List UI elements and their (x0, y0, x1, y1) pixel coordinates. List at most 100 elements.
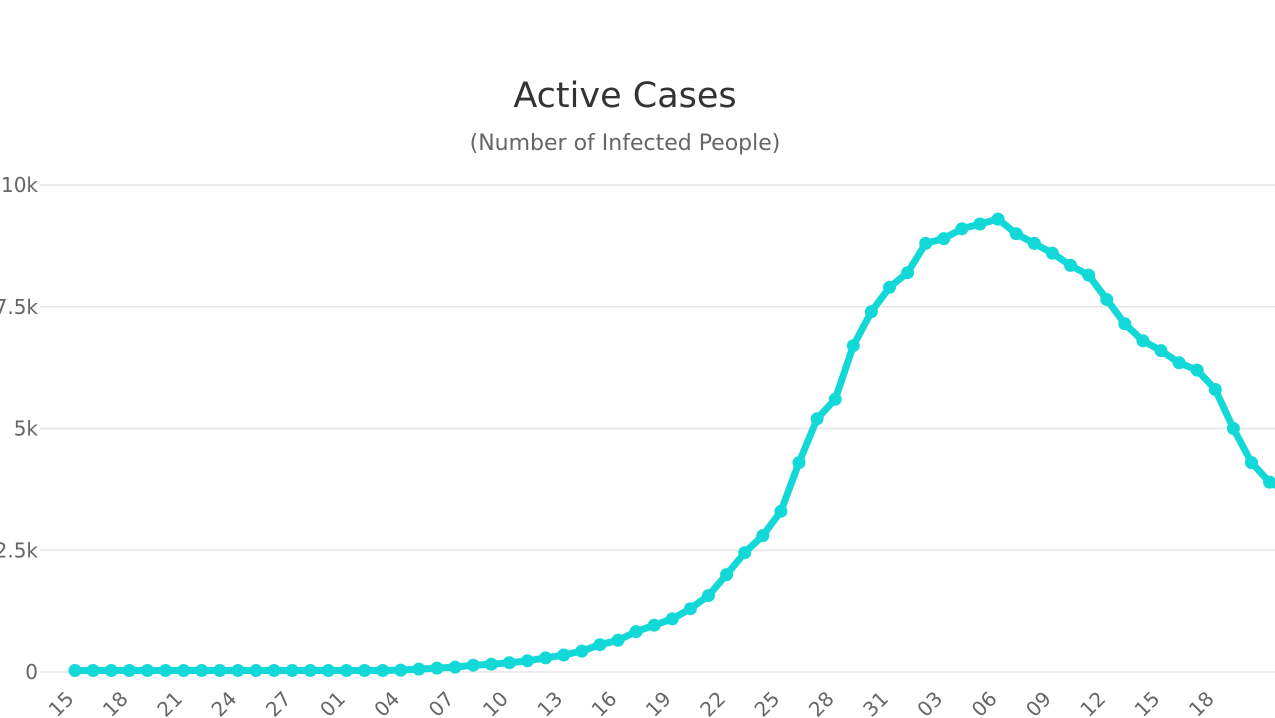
x-tick-label: 16 (587, 687, 622, 718)
y-tick-label: 0 (25, 660, 38, 684)
data-point[interactable] (1064, 258, 1077, 272)
data-point[interactable] (195, 664, 209, 677)
data-point[interactable] (1154, 344, 1168, 358)
data-point[interactable] (340, 664, 353, 677)
x-tick-label: 28 (804, 687, 839, 718)
data-point[interactable] (539, 651, 553, 665)
data-point[interactable] (466, 658, 480, 672)
data-point[interactable] (321, 664, 335, 677)
x-tick-label: 09 (1021, 687, 1056, 718)
data-point[interactable] (1263, 475, 1275, 489)
data-point[interactable] (448, 660, 462, 674)
x-tick-label: 22 (695, 687, 730, 718)
data-point[interactable] (611, 633, 625, 647)
data-point[interactable] (665, 612, 679, 626)
data-point[interactable] (828, 392, 842, 406)
x-tick-label: 25 (749, 687, 784, 718)
data-point[interactable] (1208, 383, 1222, 396)
data-point[interactable] (629, 625, 643, 639)
data-point[interactable] (249, 664, 263, 677)
data-point[interactable] (1136, 334, 1150, 348)
y-tick-label: 7.5k (0, 295, 38, 319)
grid-lines (40, 184, 1275, 673)
chart-subtitle: (Number of Infected People) (469, 131, 781, 156)
data-point[interactable] (756, 529, 770, 543)
data-point[interactable] (991, 212, 1005, 226)
data-point[interactable] (68, 664, 82, 677)
data-point[interactable] (122, 664, 136, 677)
data-point[interactable] (557, 648, 571, 662)
data-point[interactable] (883, 280, 896, 294)
y-tick-label: 10k (1, 173, 38, 197)
x-tick-label: 15 (44, 687, 79, 718)
data-point[interactable] (647, 618, 661, 632)
data-point[interactable] (593, 638, 607, 652)
data-point[interactable] (702, 589, 715, 602)
x-tick-label: 15 (1130, 687, 1165, 718)
data-point[interactable] (1045, 246, 1059, 260)
chart-title: Active Cases (513, 76, 737, 116)
x-tick-label: 18 (98, 687, 133, 718)
data-point[interactable] (376, 664, 390, 677)
data-point[interactable] (973, 217, 987, 231)
data-point[interactable] (1190, 363, 1204, 377)
series-line (71, 215, 1275, 674)
y-axis-ticks: 0 2.5k 5k 7.5k 10k (0, 173, 38, 684)
data-point[interactable] (303, 664, 317, 677)
data-point[interactable] (792, 456, 806, 470)
data-point[interactable] (484, 657, 498, 671)
data-point[interactable] (683, 602, 697, 616)
x-tick-label: 06 (967, 687, 1002, 718)
data-point[interactable] (919, 236, 933, 250)
data-point[interactable] (86, 664, 100, 677)
data-point[interactable] (1100, 292, 1114, 306)
data-point[interactable] (955, 222, 969, 236)
data-point[interactable] (430, 661, 444, 675)
data-point[interactable] (1118, 317, 1132, 331)
x-tick-label: 03 (912, 687, 947, 718)
x-tick-label: 04 (369, 687, 404, 718)
x-tick-label: 13 (532, 687, 567, 718)
data-point[interactable] (213, 664, 227, 677)
x-tick-label: 19 (641, 687, 676, 718)
data-point[interactable] (937, 232, 951, 246)
data-point[interactable] (1245, 456, 1258, 470)
data-point[interactable] (285, 664, 299, 677)
data-point[interactable] (412, 662, 426, 676)
series-active-cases (68, 212, 1275, 677)
x-axis-ticks: 15 18 21 24 27 01 04 07 10 13 16 19 22 25 28 31 03 06 09 12… (44, 687, 1219, 718)
data-point[interactable] (1172, 356, 1186, 370)
data-point[interactable] (394, 663, 408, 677)
data-point[interactable] (231, 664, 245, 677)
x-tick-label: 01 (315, 687, 350, 718)
data-point[interactable] (1009, 227, 1023, 241)
data-point[interactable] (521, 654, 534, 668)
data-point[interactable] (1027, 236, 1041, 250)
data-point[interactable] (901, 266, 915, 280)
data-point[interactable] (575, 644, 589, 658)
data-point[interactable] (140, 664, 154, 677)
data-point[interactable] (720, 568, 734, 582)
data-point[interactable] (738, 546, 752, 560)
x-tick-label: 21 (152, 687, 187, 718)
data-point[interactable] (1082, 268, 1096, 282)
data-point[interactable] (177, 664, 191, 677)
data-point[interactable] (864, 305, 878, 319)
data-point[interactable] (846, 339, 860, 353)
data-point[interactable] (159, 664, 172, 677)
x-tick-label: 07 (424, 687, 459, 718)
data-point[interactable] (502, 656, 516, 670)
y-tick-label: 5k (14, 417, 39, 441)
data-point[interactable] (358, 664, 372, 677)
x-tick-label: 27 (261, 687, 296, 718)
data-point[interactable] (810, 412, 824, 426)
data-point[interactable] (267, 664, 281, 677)
x-tick-label: 18 (1184, 687, 1219, 718)
x-tick-label: 10 (478, 687, 513, 718)
data-point[interactable] (104, 664, 118, 677)
data-point[interactable] (1226, 422, 1240, 435)
x-tick-label: 31 (858, 687, 893, 718)
data-point[interactable] (774, 504, 788, 518)
x-tick-label: 24 (206, 687, 241, 718)
